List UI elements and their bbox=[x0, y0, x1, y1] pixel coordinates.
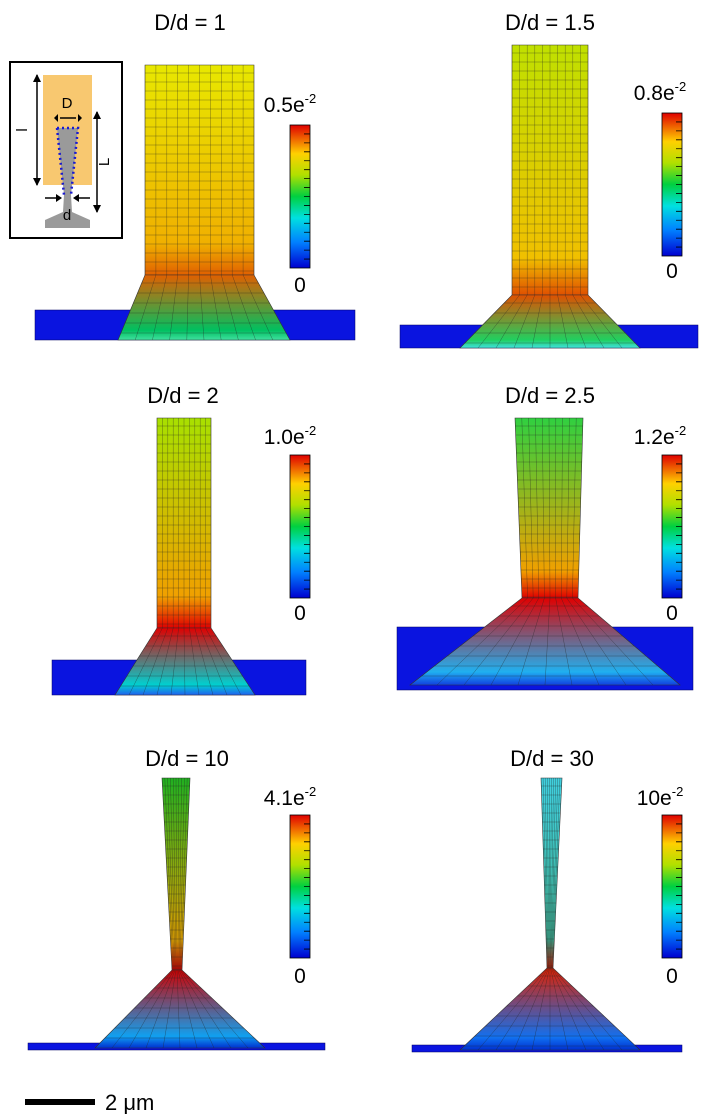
colorbar-max-mantissa: 4.1e bbox=[264, 787, 305, 810]
colorbar-min: 0 bbox=[666, 602, 678, 625]
inset-label: l bbox=[14, 128, 31, 131]
scale-bar-label: 2 μm bbox=[105, 1090, 154, 1115]
colorbar-max: 1.2e-2 bbox=[634, 423, 686, 449]
page: {"panels": [ {"title": "D/d = 1", "color… bbox=[0, 0, 709, 1118]
colorbar-min: 0 bbox=[666, 260, 678, 283]
colorbar-max: 0.8e-2 bbox=[634, 79, 686, 105]
inset-label: d bbox=[63, 207, 71, 224]
colorbar-max: 10e-2 bbox=[637, 784, 684, 810]
scale-bar bbox=[25, 1099, 95, 1105]
colorbar-max-mantissa: 10e bbox=[637, 787, 672, 810]
colorbar-max-exponent: -2 bbox=[305, 423, 317, 438]
figure: D/d = 10.5e-20D/d = 1.50.8e-20D/d = 21.0… bbox=[0, 0, 709, 1118]
panel-title: D/d = 10 bbox=[145, 746, 229, 771]
cone bbox=[95, 970, 265, 1048]
colorbar-max-mantissa: 1.2e bbox=[634, 426, 675, 449]
colorbar-min: 0 bbox=[294, 274, 306, 297]
colorbar-max-mantissa: 0.8e bbox=[634, 82, 675, 105]
mesh bbox=[465, 45, 635, 348]
panel: D/d = 2 1.0e-2 0 bbox=[52, 383, 316, 695]
panel: D/d = 30 10e-2 0 bbox=[412, 746, 683, 1052]
panel-title: D/d = 1 bbox=[154, 10, 226, 35]
panel: D/d = 1.5 0.8e-2 0 bbox=[400, 10, 698, 348]
colorbar-min: 0 bbox=[294, 965, 306, 988]
colorbar-max: 4.1e-2 bbox=[264, 784, 316, 810]
colorbar-max-mantissa: 1.0e bbox=[264, 426, 305, 449]
colorbar-max-exponent: -2 bbox=[305, 91, 317, 106]
colorbar-min: 0 bbox=[666, 965, 678, 988]
panel: D/d = 10 4.1e-2 0 bbox=[28, 746, 325, 1050]
colorbar-min: 0 bbox=[294, 602, 306, 625]
colorbar-max-exponent: -2 bbox=[672, 784, 684, 799]
panel-title: D/d = 2 bbox=[147, 383, 219, 408]
panel-title: D/d = 1.5 bbox=[505, 10, 595, 35]
panel: D/d = 2.5 1.2e-2 0 bbox=[397, 383, 693, 690]
colorbar-max-exponent: -2 bbox=[305, 784, 317, 799]
inset-label: D bbox=[62, 95, 73, 112]
colorbar-max: 1.0e-2 bbox=[264, 423, 316, 449]
colorbar-max-mantissa: 0.5e bbox=[264, 94, 305, 117]
cone bbox=[118, 275, 290, 340]
panel-title: D/d = 30 bbox=[510, 746, 594, 771]
colorbar-max-exponent: -2 bbox=[675, 423, 687, 438]
inset-label: L bbox=[96, 158, 113, 166]
colorbar-max: 0.5e-2 bbox=[264, 91, 316, 117]
panel-title: D/d = 2.5 bbox=[505, 383, 595, 408]
colorbar-max-exponent: -2 bbox=[675, 79, 687, 94]
inset: D l L d bbox=[10, 62, 122, 238]
